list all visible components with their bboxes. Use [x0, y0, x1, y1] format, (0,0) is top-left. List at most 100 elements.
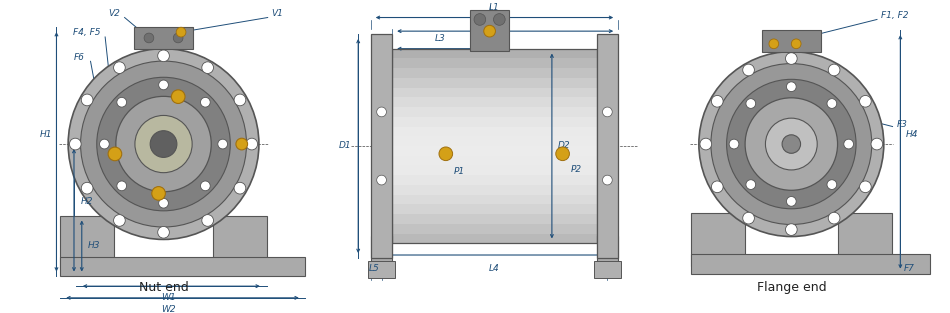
- Bar: [392, 68, 597, 78]
- Circle shape: [144, 33, 154, 43]
- Bar: [392, 49, 597, 59]
- Circle shape: [218, 139, 228, 149]
- Circle shape: [769, 39, 779, 49]
- Circle shape: [117, 181, 126, 191]
- Bar: [392, 49, 413, 243]
- Bar: [392, 204, 597, 214]
- Circle shape: [791, 39, 801, 49]
- Circle shape: [860, 181, 871, 193]
- Text: F1, F2: F1, F2: [881, 11, 908, 20]
- Bar: [691, 254, 929, 274]
- Bar: [392, 126, 597, 136]
- Circle shape: [97, 77, 230, 211]
- Circle shape: [246, 138, 257, 150]
- Circle shape: [100, 139, 109, 149]
- Bar: [576, 49, 597, 243]
- Circle shape: [727, 79, 856, 209]
- Bar: [368, 261, 395, 278]
- Circle shape: [201, 215, 214, 226]
- Circle shape: [159, 80, 168, 90]
- Text: Nut end: Nut end: [139, 281, 188, 294]
- Bar: [392, 97, 597, 107]
- Text: H2: H2: [81, 197, 93, 206]
- Bar: [392, 117, 597, 126]
- Bar: [134, 27, 193, 49]
- Circle shape: [176, 27, 186, 37]
- Text: H4: H4: [905, 130, 919, 139]
- Circle shape: [68, 49, 259, 239]
- Bar: [838, 213, 892, 266]
- Circle shape: [844, 139, 853, 149]
- Circle shape: [158, 226, 169, 238]
- Circle shape: [730, 139, 739, 149]
- Bar: [392, 107, 597, 117]
- Text: Flange end: Flange end: [756, 281, 826, 294]
- Circle shape: [602, 107, 612, 117]
- Circle shape: [743, 64, 754, 76]
- Bar: [392, 156, 597, 166]
- Circle shape: [700, 138, 712, 150]
- Circle shape: [234, 182, 246, 194]
- Text: V2: V2: [108, 9, 120, 18]
- Bar: [370, 236, 392, 273]
- Bar: [691, 213, 745, 266]
- Bar: [61, 257, 305, 276]
- Text: L1: L1: [489, 3, 500, 12]
- Circle shape: [712, 181, 723, 193]
- Circle shape: [114, 215, 125, 226]
- Circle shape: [787, 82, 796, 92]
- Text: F3: F3: [897, 120, 907, 129]
- Text: F7: F7: [904, 264, 915, 273]
- Circle shape: [116, 96, 211, 192]
- Text: L3: L3: [434, 34, 446, 44]
- Circle shape: [827, 180, 837, 189]
- Circle shape: [108, 147, 122, 161]
- Circle shape: [150, 131, 177, 157]
- Circle shape: [200, 181, 210, 191]
- Circle shape: [484, 25, 496, 37]
- Circle shape: [712, 95, 723, 107]
- Circle shape: [746, 180, 755, 189]
- Circle shape: [782, 135, 801, 153]
- Circle shape: [236, 138, 248, 150]
- Text: W1: W1: [162, 293, 176, 302]
- Bar: [392, 136, 597, 146]
- Circle shape: [746, 99, 755, 108]
- Text: L4: L4: [489, 264, 500, 273]
- Circle shape: [827, 99, 837, 108]
- Bar: [61, 216, 114, 269]
- Circle shape: [493, 14, 505, 25]
- Circle shape: [82, 94, 93, 106]
- Circle shape: [158, 50, 169, 62]
- Text: W2: W2: [162, 305, 176, 313]
- Circle shape: [114, 62, 125, 74]
- Bar: [597, 236, 618, 273]
- Circle shape: [766, 118, 817, 170]
- Circle shape: [200, 97, 210, 107]
- Text: D1: D1: [339, 141, 352, 151]
- Bar: [392, 59, 597, 68]
- Text: H1: H1: [40, 130, 52, 139]
- Bar: [392, 175, 597, 185]
- Bar: [213, 216, 267, 269]
- Circle shape: [871, 138, 883, 150]
- Circle shape: [699, 52, 884, 237]
- Circle shape: [82, 182, 93, 194]
- Text: L5: L5: [369, 264, 379, 273]
- Circle shape: [117, 97, 126, 107]
- Circle shape: [860, 95, 871, 107]
- Circle shape: [711, 64, 872, 224]
- Bar: [392, 166, 597, 175]
- Circle shape: [828, 212, 840, 224]
- Text: D2: D2: [558, 141, 570, 151]
- Circle shape: [81, 61, 246, 227]
- Circle shape: [474, 14, 485, 25]
- Bar: [392, 146, 597, 156]
- Circle shape: [786, 53, 797, 64]
- Bar: [370, 34, 392, 258]
- Bar: [392, 185, 597, 195]
- Circle shape: [135, 115, 192, 173]
- Circle shape: [602, 175, 612, 185]
- Circle shape: [828, 64, 840, 76]
- Circle shape: [173, 33, 183, 43]
